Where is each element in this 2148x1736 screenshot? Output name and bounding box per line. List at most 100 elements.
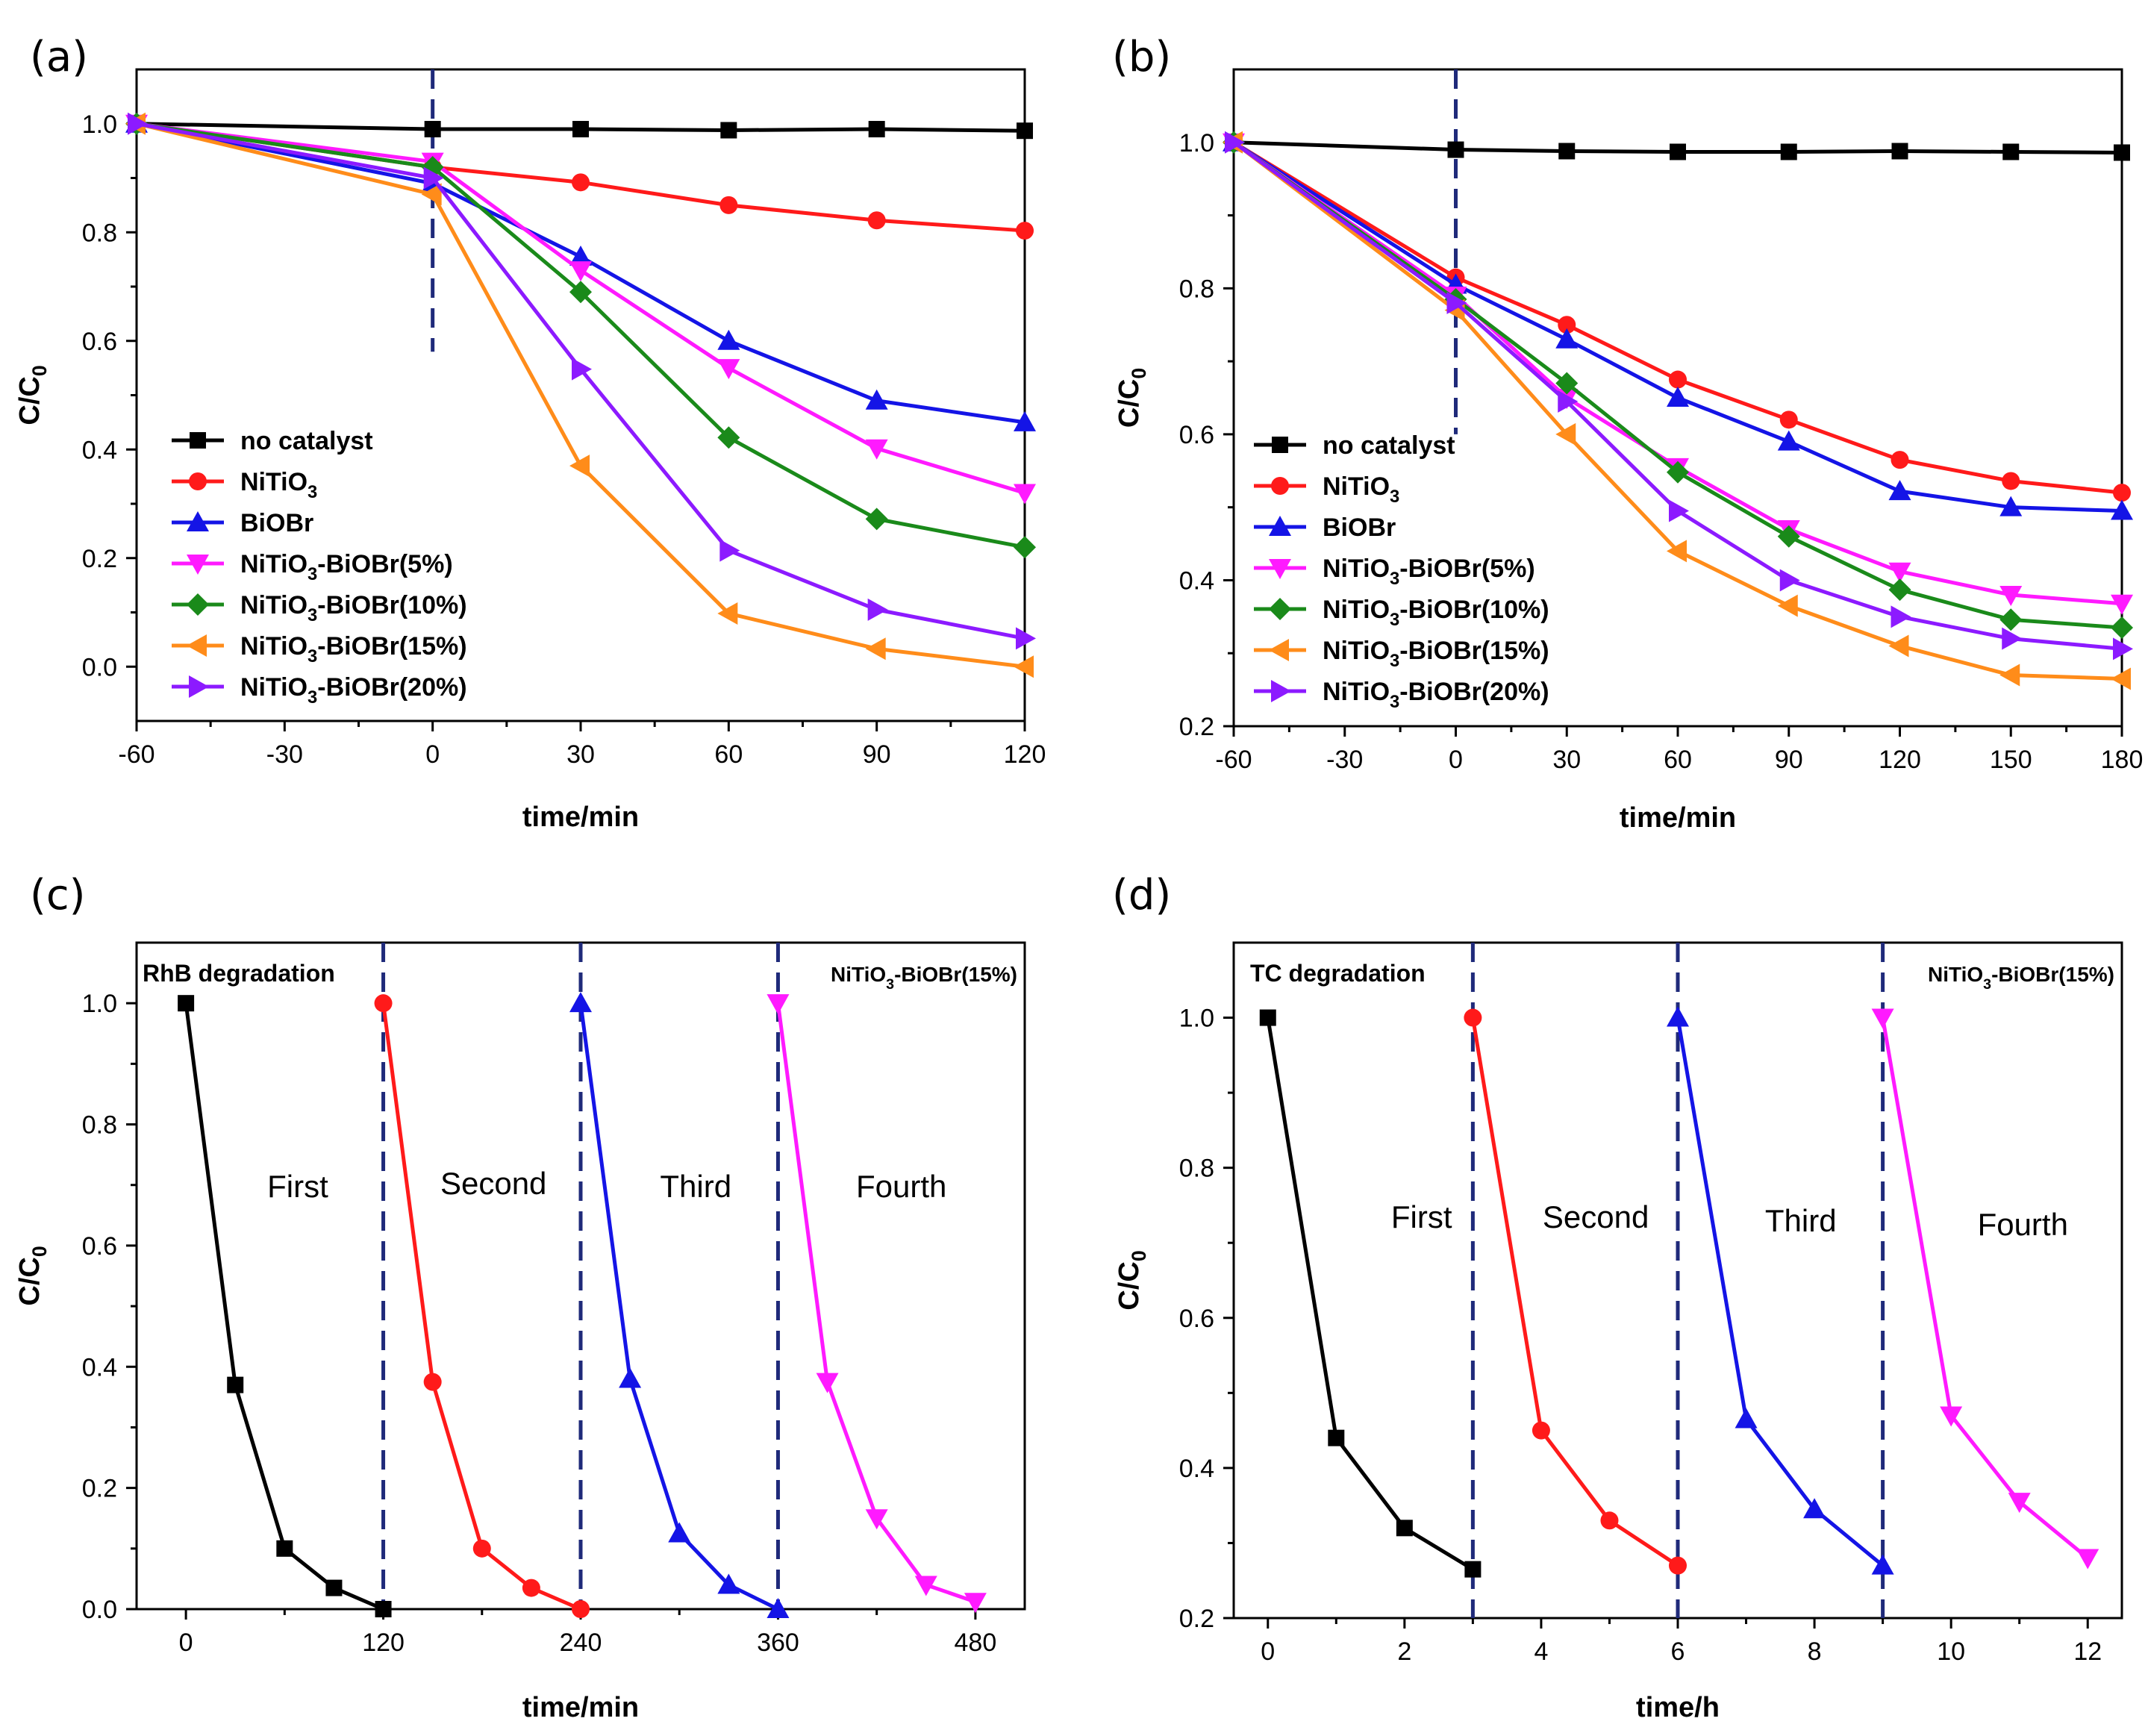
series-line — [1232, 140, 2123, 651]
legend-entry-label-main: BiOBr — [1323, 513, 1396, 542]
series-line — [381, 1002, 581, 1611]
data-point — [1803, 1498, 1826, 1519]
data-point — [423, 166, 444, 190]
data-point — [569, 281, 592, 304]
data-point — [1600, 1511, 1619, 1530]
x-tick-label: 90 — [1775, 746, 1803, 774]
series-fourth — [767, 994, 987, 1614]
y-tick-label: 0.0 — [82, 1596, 117, 1624]
data-point — [1670, 143, 1686, 160]
y-tick-label: 0.6 — [1179, 1305, 1214, 1333]
x-tick-label: 0 — [425, 740, 440, 769]
data-point — [1016, 222, 1034, 240]
data-point — [1016, 627, 1036, 650]
legend-swatch-marker — [189, 675, 209, 698]
catalyst-note-tail: -BiOBr(15%) — [1991, 963, 2114, 986]
data-point — [1328, 1429, 1345, 1446]
panel-d: (d) 0 2 4 6 8 10 12 0.2 0.4 0.6 0.8 1.0 time/h C/C0 TC … — [1112, 871, 2123, 1723]
svg-text:C/C0: C/C0 — [14, 1246, 51, 1305]
x-tick-label: 150 — [1990, 746, 2032, 774]
data-point — [1888, 562, 1911, 583]
y-tick-label: 0.2 — [1179, 1605, 1214, 1633]
cycle-label: Second — [440, 1166, 546, 1201]
x-tick-label: 30 — [566, 740, 595, 769]
legend-entry-label-tail: -BiOBr(5%) — [317, 550, 452, 578]
x-axis-title: time/h — [1636, 1692, 1720, 1723]
series-nitio3-biobr-10- — [125, 112, 1036, 559]
data-point — [767, 1598, 790, 1618]
y-tick-label: 1.0 — [1179, 129, 1214, 157]
legend-entry-label-main: NiTiO — [240, 632, 307, 661]
data-point — [325, 1579, 343, 1596]
x-tick-label: 0 — [1449, 746, 1463, 774]
legend-swatch-marker — [1269, 639, 1289, 661]
series-line — [1232, 140, 2123, 513]
data-point — [1446, 291, 1467, 314]
legend-entry-label: NiTiO3-BiOBr(5%) — [1323, 555, 1535, 589]
legend-entry-label: NiTiO3-BiOBr(20%) — [240, 673, 467, 708]
catalyst-note-main: NiTiO — [1928, 963, 1983, 986]
y-tick-label: 0.8 — [82, 219, 117, 247]
legend-entry-label-main: NiTiO — [1323, 472, 1390, 501]
data-point — [128, 112, 148, 135]
legend-swatch-marker — [187, 593, 209, 616]
legend-entry-label: NiTiO3-BiOBr(10%) — [240, 591, 467, 625]
legend-entry-label-sub: 3 — [307, 687, 317, 708]
catalyst-note-sub: 3 — [886, 976, 894, 993]
x-axis-title: time/min — [522, 802, 639, 833]
legend-entry-label: NiTiO3-BiOBr(15%) — [1323, 637, 1549, 671]
legend-entry-label-tail: -BiOBr(15%) — [317, 632, 466, 661]
data-point — [1464, 1008, 1482, 1027]
data-point — [1558, 143, 1576, 160]
data-point — [572, 173, 590, 192]
panel-label: (c) — [30, 871, 85, 919]
series-no-catalyst — [1226, 134, 2130, 161]
legend-entry-label: NiTiO3 — [1323, 472, 1399, 507]
cycle-label: Second — [1543, 1199, 1649, 1234]
data-point — [1888, 634, 1909, 658]
legend-entry-label: NiTiO3-BiOBr(15%) — [240, 632, 467, 666]
series-nitio3-biobr-20- — [1225, 131, 2133, 661]
series-line — [136, 122, 1025, 549]
data-point — [1779, 569, 1800, 592]
data-point — [1780, 143, 1797, 160]
legend-swatch-marker — [1269, 559, 1291, 579]
data-point — [717, 359, 740, 380]
legend-entry-label-tail: -BiOBr(10%) — [317, 591, 466, 619]
cycle-label: First — [267, 1169, 328, 1204]
data-point — [569, 455, 590, 478]
data-point — [1735, 1408, 1758, 1429]
data-point — [572, 1600, 590, 1618]
data-point — [569, 261, 592, 282]
legend-entry-label-tail: -BiOBr(20%) — [317, 673, 466, 702]
data-point — [1777, 594, 1798, 617]
y-axis-title: C/C0 — [1114, 368, 1150, 428]
series-second — [374, 994, 590, 1618]
data-point — [1777, 430, 1800, 451]
y-axis-title: C/C0 — [14, 1246, 51, 1305]
series-line — [184, 1002, 384, 1611]
y-axis-title: C/C0 — [1114, 1250, 1150, 1310]
x-tick-label: -30 — [266, 740, 303, 769]
legend-swatch-marker — [187, 634, 207, 657]
data-point — [865, 508, 888, 531]
panel-a: (a) -60 -30 0 30 60 90 120 0.0 0.2 0.4 0.6 0.8 1.0 tim… — [14, 33, 1046, 833]
series-third — [1667, 1006, 1894, 1575]
cycle-label: Fourth — [856, 1169, 946, 1204]
legend-entry-label: NiTiO3-BiOBr(5%) — [240, 550, 453, 584]
legend-entry-label: NiTiO3 — [240, 468, 317, 502]
data-point — [1891, 143, 1908, 160]
legend-entry-label-main: NiTiO — [240, 550, 307, 578]
data-point — [1555, 372, 1579, 395]
y-tick-label: 0.2 — [1179, 713, 1214, 741]
legend-swatch-marker — [190, 432, 206, 449]
legend-entry-label-sub: 3 — [1390, 487, 1399, 507]
legend-entry-label-main: no catalyst — [240, 427, 373, 455]
data-point — [619, 1367, 642, 1388]
data-point — [1667, 540, 1687, 563]
data-point — [868, 121, 885, 138]
data-point — [2111, 667, 2131, 690]
x-tick-label: 12 — [2073, 1637, 2102, 1666]
series-line — [136, 122, 1025, 133]
legend-swatch-marker — [1269, 598, 1291, 620]
